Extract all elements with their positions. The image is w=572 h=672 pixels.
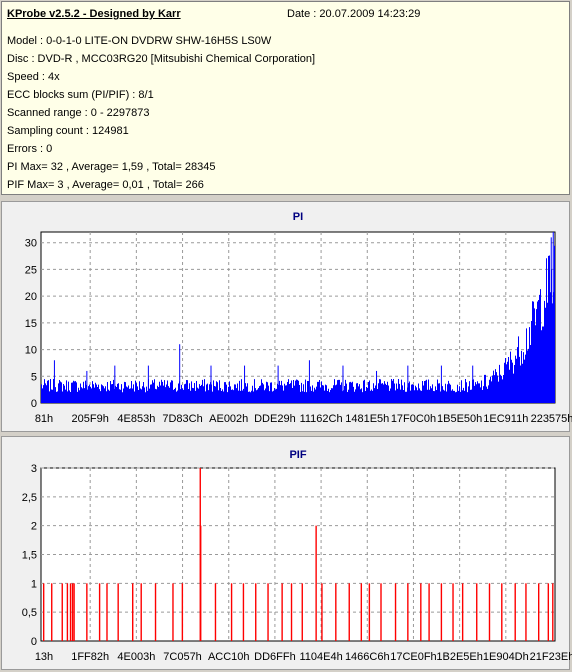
range-line: Scanned range : 0 - 2297873 [7, 107, 150, 119]
pif-x-tick-label: 13h [35, 651, 53, 663]
ecc-line: ECC blocks sum (PI/PIF) : 8/1 [7, 89, 154, 101]
pi-summary-line: PI Max= 32 , Average= 1,59 , Total= 2834… [7, 161, 216, 173]
pif-y-tick-label: 1 [31, 578, 37, 590]
pi-y-tick-label: 20 [25, 291, 37, 303]
pi-x-tick-label: 205F9h [72, 413, 109, 425]
pif-x-tick-label: 1FF82h [71, 651, 109, 663]
pi-y-tick-label: 15 [25, 318, 37, 330]
info-panel: KProbe v2.5.2 - Designed by Karr Date : … [1, 1, 570, 195]
app-title: KProbe v2.5.2 - Designed by Karr [7, 8, 181, 20]
pi-y-tick-label: 5 [31, 371, 37, 383]
pif-title: PIF [289, 449, 306, 461]
pi-x-tick-label: AE002h [209, 413, 248, 425]
pi-y-tick-label: 25 [25, 264, 37, 276]
pi-x-tick-label: DDE29h [254, 413, 296, 425]
pi-y-tick-label: 0 [31, 398, 37, 410]
pif-x-tick-label: 1B2E5Eh [436, 651, 482, 663]
pi-bars [41, 232, 555, 403]
pif-chart: PIF 0 0,5 1 1,5 2 2,5 3 13h 1FF82h 4E003h 7C057h ACC… [22, 449, 572, 663]
pi-chart-panel: PI 0 5 10 15 20 25 30 81h 205F9h 4E853h 7D83Ch AE002… [1, 201, 572, 432]
pi-plot-area [40, 231, 556, 404]
pi-x-tick-label: 1B5E50h [437, 413, 482, 425]
pi-x-tick-label: 223575h [531, 413, 572, 425]
disc-line: Disc : DVD-R , MCC03RG20 [Mitsubishi Che… [7, 53, 316, 65]
pif-x-tick-label: 21F23Eh [530, 651, 572, 663]
pif-x-tick-label: DD6FFh [254, 651, 296, 663]
pif-x-tick-label: 7C057h [163, 651, 202, 663]
pif-y-tick-label: 1,5 [22, 550, 37, 562]
pif-y-tick-label: 0,5 [22, 607, 37, 619]
pi-y-tick-label: 10 [25, 345, 37, 357]
pif-x-tick-label: 1466C6h [345, 651, 390, 663]
pif-x-tick-label: 4E003h [117, 651, 155, 663]
pif-y-tick-label: 3 [31, 463, 37, 475]
pif-y-tick-label: 0 [31, 636, 37, 648]
pi-x-tick-label: 7D83Ch [162, 413, 202, 425]
scan-date: Date : 20.07.2009 14:23:29 [287, 8, 421, 20]
pi-x-tick-label: 1481E5h [345, 413, 389, 425]
pi-x-tick-label: 1EC911h [483, 413, 528, 425]
pif-x-tick-label: 17CE0Fh [390, 651, 436, 663]
pi-x-tick-label: 11162Ch [300, 413, 343, 425]
pi-x-tick-label: 4E853h [117, 413, 155, 425]
pif-bars [42, 468, 554, 641]
pif-summary-line: PIF Max= 3 , Average= 0,01 , Total= 266 [7, 179, 204, 191]
sampling-line: Sampling count : 124981 [7, 125, 129, 137]
pif-y-tick-label: 2,5 [22, 492, 37, 504]
pi-title: PI [293, 211, 303, 223]
pi-x-tick-label: 81h [35, 413, 53, 425]
speed-line: Speed : 4x [7, 71, 60, 83]
pif-y-tick-label: 2 [31, 521, 37, 533]
model-line: Model : 0-0-1-0 LITE-ON DVDRW SHW-16H5S … [7, 35, 272, 47]
errors-line: Errors : 0 [7, 143, 53, 155]
pif-x-tick-label: ACC10h [208, 651, 250, 663]
pi-x-tick-label: 17F0C0h [391, 413, 436, 425]
pif-x-tick-label: 1104E4h [299, 651, 342, 663]
pif-x-tick-label: 1E904Dh [483, 651, 529, 663]
pif-chart-panel: PIF 0 0,5 1 1,5 2 2,5 3 13h 1FF82h 4E003h 7C057h ACC… [1, 436, 572, 670]
pi-y-tick-label: 30 [25, 238, 37, 250]
pi-chart: PI 0 5 10 15 20 25 30 81h 205F9h 4E853h 7D83Ch AE002… [25, 211, 572, 425]
